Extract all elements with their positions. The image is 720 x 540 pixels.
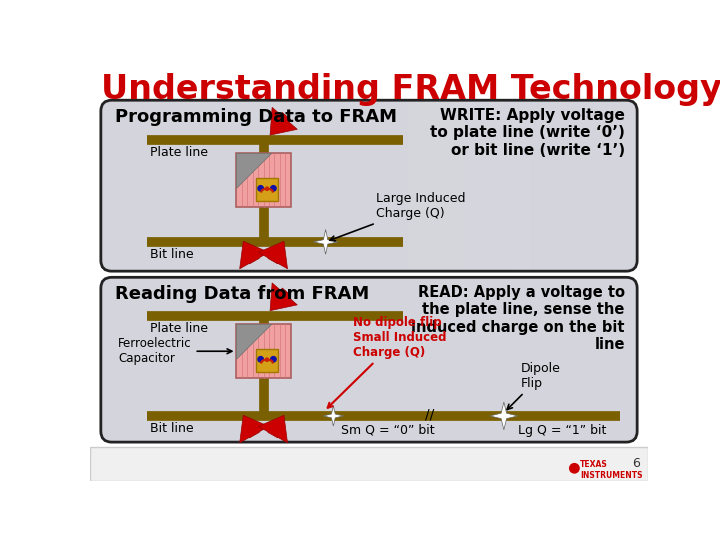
Bar [236, 153, 291, 207]
Text: 6: 6 [631, 457, 639, 470]
Bar [256, 178, 279, 201]
Text: Lg Q = “1” bit: Lg Q = “1” bit [518, 423, 606, 437]
Text: Plate line: Plate line [150, 322, 209, 335]
Bar [503, 102, 516, 269]
Bar [315, 102, 329, 269]
Text: Bit line: Bit line [150, 248, 194, 261]
FancyBboxPatch shape [101, 278, 637, 442]
Bar [90, 447, 648, 481]
Bar [256, 349, 279, 372]
Circle shape [266, 187, 269, 191]
Bar [396, 102, 409, 269]
Bar [329, 102, 342, 269]
Bar [490, 102, 503, 269]
Text: READ: Apply a voltage to
the plate line, sense the
induced charge on the bit
lin: READ: Apply a voltage to the plate line,… [411, 285, 625, 352]
Text: Sm Q = “0” bit: Sm Q = “0” bit [341, 423, 435, 437]
Bar [236, 325, 291, 378]
Bar [463, 102, 476, 269]
Text: WRITE: Apply voltage
to plate line (write ‘0’)
or bit line (write ‘1’): WRITE: Apply voltage to plate line (writ… [430, 108, 625, 158]
Text: TEXAS
INSTRUMENTS: TEXAS INSTRUMENTS [580, 460, 642, 480]
Text: No dipole flip
Small Induced
Charge (Q): No dipole flip Small Induced Charge (Q) [328, 316, 446, 408]
Bar [262, 102, 275, 269]
FancyBboxPatch shape [101, 100, 637, 271]
Text: Bit line: Bit line [150, 422, 194, 435]
Text: //: // [425, 407, 434, 421]
Bar [302, 102, 315, 269]
Text: Programming Data to FRAM: Programming Data to FRAM [114, 108, 397, 126]
Circle shape [258, 186, 264, 191]
Bar [356, 102, 369, 269]
Polygon shape [236, 325, 271, 359]
Text: Understanding FRAM Technology: Understanding FRAM Technology [101, 72, 720, 105]
Text: Large Induced
Charge (Q): Large Induced Charge (Q) [330, 192, 465, 241]
Bar [342, 102, 356, 269]
Polygon shape [323, 406, 343, 426]
Bar [516, 102, 530, 269]
Polygon shape [490, 402, 518, 430]
Bar [369, 102, 382, 269]
Bar [436, 102, 449, 269]
Bar [476, 102, 490, 269]
Circle shape [271, 356, 276, 362]
Bar [449, 102, 463, 269]
Text: Plate line: Plate line [150, 146, 209, 159]
Circle shape [266, 358, 269, 361]
Bar [409, 102, 423, 269]
Bar [423, 102, 436, 269]
Bar [275, 102, 289, 269]
Circle shape [569, 463, 580, 474]
Bar [289, 102, 302, 269]
Text: Reading Data from FRAM: Reading Data from FRAM [114, 285, 369, 303]
Bar [382, 102, 396, 269]
Text: Ferroelectric
Capacitor: Ferroelectric Capacitor [118, 338, 232, 365]
Circle shape [258, 356, 264, 362]
Polygon shape [236, 153, 271, 188]
Text: Dipole
Flip: Dipole Flip [507, 362, 561, 409]
Polygon shape [313, 230, 338, 254]
Circle shape [271, 186, 276, 191]
